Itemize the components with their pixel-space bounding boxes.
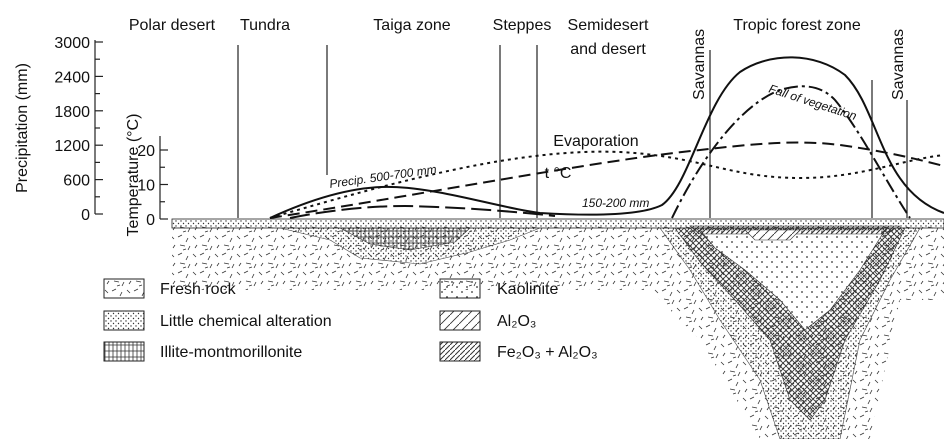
precipitation-ticks: 3000 2400 1800 1200 600 0 bbox=[54, 35, 103, 224]
zone-label: and desert bbox=[570, 41, 646, 58]
legend-swatch bbox=[440, 311, 480, 330]
tick-label: 3000 bbox=[54, 35, 90, 52]
legend-label: Al₂O₃ bbox=[497, 313, 536, 330]
tick-label: 2400 bbox=[54, 69, 90, 86]
vegetation-curve bbox=[672, 86, 910, 218]
zone-label: Polar desert bbox=[129, 17, 216, 34]
weathering-diagram: Polar desert Tundra Taiga zone Steppes S… bbox=[0, 0, 944, 439]
legend-swatch bbox=[104, 342, 144, 361]
zone-label: Savannas bbox=[890, 29, 907, 100]
zone-boundaries bbox=[238, 45, 907, 218]
zone-label: Tropic forest zone bbox=[733, 17, 861, 34]
curve-label: Evaporation bbox=[553, 133, 638, 150]
tick-label: 0 bbox=[146, 212, 155, 229]
zone-label: Tundra bbox=[240, 17, 290, 34]
legend-swatch bbox=[440, 342, 480, 361]
tick-label: 1200 bbox=[54, 138, 90, 155]
zone-label: Steppes bbox=[493, 17, 552, 34]
legend: Fresh rock Little chemical alteration Il… bbox=[104, 279, 598, 361]
tick-label: 600 bbox=[63, 173, 90, 190]
axis-label: Temperature (°C) bbox=[125, 114, 142, 237]
zone-label: Semidesert bbox=[568, 17, 649, 34]
legend-swatch bbox=[104, 311, 144, 330]
zone-label: Savannas bbox=[691, 29, 708, 100]
legend-label: Kaolinite bbox=[497, 281, 558, 298]
legend-swatch bbox=[440, 279, 480, 298]
legend-swatch bbox=[104, 279, 144, 298]
zone-label: Taiga zone bbox=[373, 17, 450, 34]
legend-label: Little chemical alteration bbox=[160, 313, 332, 330]
legend-label: Fe₂O₃ + Al₂O₃ bbox=[497, 344, 598, 361]
tick-label: 1800 bbox=[54, 104, 90, 121]
legend-label: Fresh rock bbox=[160, 281, 237, 298]
tick-label: 0 bbox=[81, 207, 90, 224]
curve-label: t °C bbox=[545, 165, 572, 182]
curve-label: 150-200 mm bbox=[582, 196, 649, 210]
legend-label: Illite-montmorillonite bbox=[160, 344, 302, 361]
axis-label: Precipitation (mm) bbox=[14, 63, 31, 193]
